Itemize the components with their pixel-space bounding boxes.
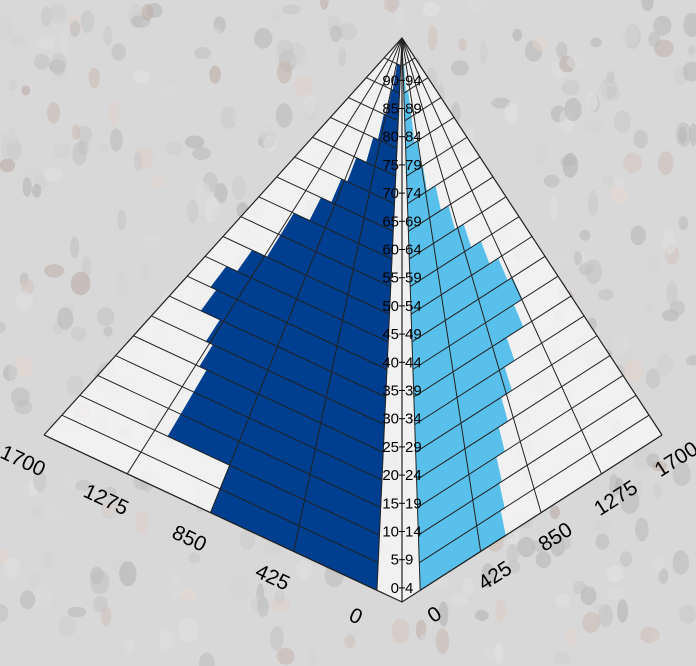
age-label-start-35-39: 35 [382, 383, 399, 400]
age-label-end-90-94: 94 [405, 72, 422, 89]
age-label-end-85-89: 89 [405, 101, 422, 118]
age-label-start-20-24: 20 [382, 467, 399, 484]
age-label-end-60-64: 64 [405, 242, 422, 259]
age-label-end-5-9: 9 [405, 552, 413, 569]
age-label-start-50-54: 50 [382, 298, 399, 315]
age-label-end-35-39: 39 [405, 383, 422, 400]
grid-lines [43, 37, 663, 603]
age-label-end-25-29: 29 [405, 439, 422, 456]
age-label-start-80-84: 80 [382, 129, 399, 146]
age-label-end-0-4: 4 [405, 580, 413, 597]
age-label-end-45-49: 49 [405, 326, 422, 343]
age-label-start-55-59: 55 [382, 270, 399, 287]
age-label-start-45-49: 45 [382, 326, 399, 343]
x-tick-left-0: 0 [346, 604, 366, 630]
age-label-start-40-44: 40 [382, 354, 399, 371]
age-label-start-60-64: 60 [382, 242, 399, 259]
age-label-start-75-79: 75 [382, 157, 399, 174]
age-label-end-75-79: 79 [405, 157, 422, 174]
age-label-end-30-34: 34 [405, 411, 422, 428]
age-label-end-80-84: 84 [405, 129, 422, 146]
x-tick-left-1700: 1700 [0, 441, 49, 482]
age-label-start-85-89: 85 [382, 101, 399, 118]
x-tick-left-425: 425 [252, 560, 293, 596]
age-label-end-20-24: 24 [405, 467, 422, 484]
age-label-start-65-69: 65 [382, 213, 399, 230]
age-label-end-15-19: 19 [405, 495, 422, 512]
age-label-start-25-29: 25 [382, 439, 399, 456]
x-tick-right-850: 850 [535, 518, 577, 556]
x-tick-left-850: 850 [168, 521, 209, 557]
x-tick-right-1700: 1700 [651, 437, 696, 482]
age-label-end-40-44: 44 [405, 354, 422, 371]
x-tick-right-0: 0 [424, 602, 446, 628]
age-label-start-0-4: 0 [391, 580, 399, 597]
age-label-start-5-9: 5 [391, 552, 399, 569]
x-tick-right-1275: 1275 [590, 476, 642, 521]
age-label-start-70-74: 70 [382, 185, 399, 202]
age-label-end-70-74: 74 [405, 185, 422, 202]
age-label-end-10-14: 14 [405, 524, 422, 541]
age-label-end-55-59: 59 [405, 270, 422, 287]
age-label-start-15-19: 15 [382, 495, 399, 512]
age-label-start-30-34: 30 [382, 411, 399, 428]
x-tick-left-1275: 1275 [80, 480, 132, 521]
age-label-end-50-54: 54 [405, 298, 422, 315]
x-tick-right-425: 425 [474, 557, 516, 595]
age-label-start-10-14: 10 [382, 524, 399, 541]
age-label-start-90-94: 90 [382, 72, 399, 89]
age-label-end-65-69: 69 [405, 213, 422, 230]
